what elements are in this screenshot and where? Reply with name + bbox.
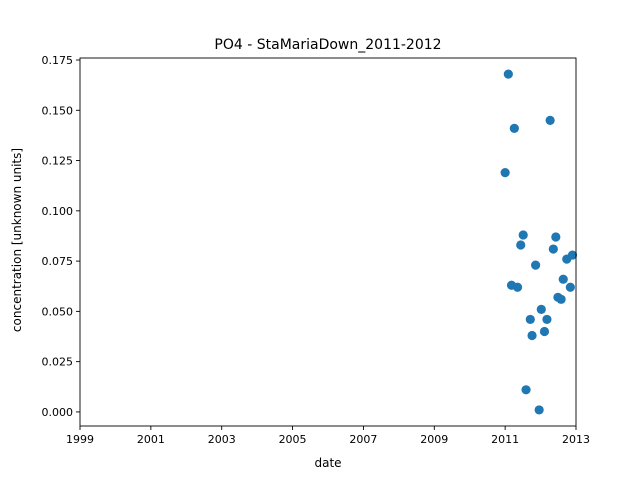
x-tick-label: 1999 [66,433,94,446]
data-point [542,314,552,325]
y-tick-label: 0.000 [42,406,74,419]
x-axis-label: date [314,456,341,470]
y-axis-label: concentration [unknown units] [10,148,24,332]
data-point [525,314,535,325]
x-tick-label: 2003 [208,433,236,446]
y-tick-label: 0.150 [42,104,74,117]
plot-area: 1999 2001 2003 2005 2007 2009 2011 2013 0.000 0.0… [42,54,591,446]
data-point [518,230,528,240]
data-point [512,282,523,292]
data-point [521,385,531,395]
data-point [565,282,575,292]
x-tick-label: 2001 [137,433,165,446]
x-tick-label: 2011 [491,433,519,446]
x-tick-label: 2009 [420,433,448,446]
data-point [509,123,519,133]
chart-title: PO4 - StaMariaDown_2011-2012 [214,37,441,53]
data-point [531,260,541,270]
data-point [558,274,568,284]
x-tick-label: 2013 [562,433,590,446]
data-point [527,330,537,341]
y-tick-label: 0.075 [42,255,74,268]
data-point [534,405,544,415]
data-point [548,244,558,254]
data-point [567,250,578,260]
data-point [500,168,510,178]
data-point [551,232,561,242]
data-point [503,69,513,79]
data-point [536,304,546,314]
data-point [556,294,566,304]
y-tick-label: 0.175 [42,54,74,67]
axes-frame [79,57,577,427]
x-tick-label: 2005 [279,433,307,446]
x-tick-label: 2007 [349,433,377,446]
data-point [545,115,555,125]
y-tick-label: 0.025 [42,356,74,369]
y-tick-label: 0.125 [42,155,74,168]
y-tick-label: 0.100 [42,205,74,218]
data-point [516,240,526,250]
data-point [539,326,550,337]
y-tick-label: 0.050 [42,305,74,318]
